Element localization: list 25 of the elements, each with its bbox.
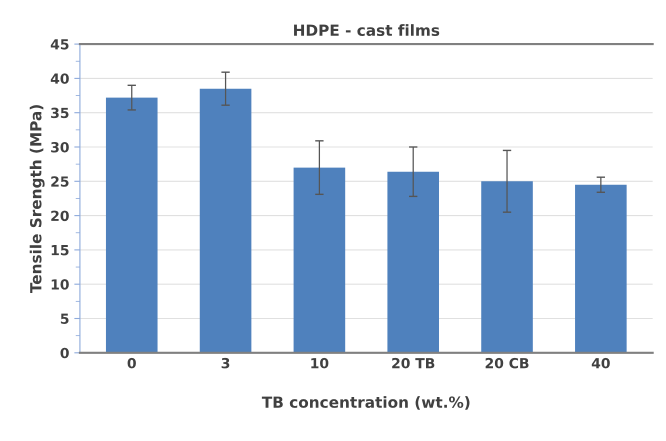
y-tick-label: 20 <box>51 210 69 222</box>
y-tick-label: 10 <box>52 279 69 290</box>
y-tick-label: 35 <box>51 108 69 118</box>
x-tick-label: 40 <box>592 358 610 368</box>
bar <box>106 98 158 353</box>
y-tick-label: 45 <box>50 39 69 50</box>
chart-title: HDPE - cast films <box>294 24 440 36</box>
y-tick-label: 25 <box>51 176 69 187</box>
y-axis-title: Tensile Srength (MPa) <box>30 105 45 294</box>
x-tick-label: 20 TB <box>392 358 434 368</box>
y-tick-label: 5 <box>60 314 69 324</box>
y-tick-label: 0 <box>60 348 69 358</box>
bar <box>294 168 346 353</box>
x-axis-title: TB concentration (wt.%) <box>262 396 470 410</box>
bar <box>481 181 533 353</box>
x-tick-label: 20 CB <box>486 358 529 368</box>
bar <box>387 172 440 353</box>
x-tick-label: 0 <box>128 358 136 368</box>
x-tick-label: 3 <box>222 358 230 368</box>
x-tick-label: 10 <box>311 358 328 368</box>
y-tick-label: 40 <box>50 73 69 84</box>
y-tick-label: 30 <box>51 142 69 152</box>
y-tick-label: 15 <box>52 245 69 256</box>
bar <box>575 184 627 353</box>
bar <box>200 88 252 353</box>
